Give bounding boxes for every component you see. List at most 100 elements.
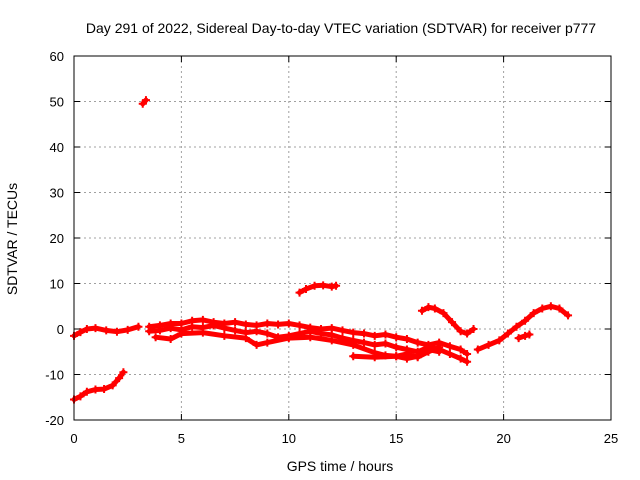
data-point — [469, 325, 478, 333]
data-point — [119, 368, 128, 377]
data-point — [463, 350, 472, 359]
data-point — [76, 328, 85, 337]
y-tick-label: 40 — [50, 140, 64, 155]
data-point — [332, 281, 341, 290]
data-point — [439, 309, 448, 318]
series-band-bottom — [349, 345, 444, 363]
y-tick-label: -20 — [45, 413, 64, 428]
x-tick-label: 15 — [389, 431, 403, 446]
data-point — [301, 284, 310, 293]
data-point — [445, 342, 454, 351]
data-point — [252, 327, 261, 336]
y-tick-label: -10 — [45, 368, 64, 383]
data-point — [381, 339, 390, 348]
y-tick-label: 60 — [50, 49, 64, 64]
data-point — [514, 334, 523, 343]
data-point — [538, 304, 547, 313]
data-point — [463, 329, 472, 338]
data-point — [424, 303, 433, 312]
data-point — [82, 325, 91, 333]
y-axis-label: SDTVAR / TECUs — [4, 183, 20, 295]
data-point — [317, 329, 326, 338]
data-point — [295, 321, 304, 330]
data-point — [209, 321, 218, 330]
data-point — [166, 335, 175, 344]
data-point — [402, 354, 411, 363]
series-late-rise — [473, 302, 573, 354]
x-tick-label: 10 — [282, 431, 296, 446]
chart-title: Day 291 of 2022, Sidereal Day-to-day VTE… — [86, 20, 596, 36]
data-point — [525, 330, 534, 339]
data-point — [463, 357, 472, 366]
data-point — [349, 352, 358, 361]
data-point — [284, 319, 293, 328]
data-point — [512, 322, 521, 331]
data-point — [306, 333, 315, 342]
data-point — [263, 338, 272, 347]
data-point — [445, 350, 454, 359]
data-point — [274, 320, 283, 329]
data-point — [370, 353, 379, 362]
data-point — [198, 315, 207, 324]
x-tick-label: 25 — [604, 431, 618, 446]
data-point — [456, 327, 465, 336]
data-point — [319, 281, 328, 290]
data-point — [76, 392, 85, 401]
series-outlier — [138, 96, 150, 108]
data-point — [241, 320, 250, 329]
data-point — [381, 330, 390, 339]
data-point — [241, 334, 250, 343]
data-point — [456, 354, 465, 363]
data-point — [529, 309, 538, 318]
data-point — [263, 329, 272, 338]
data-point — [338, 326, 347, 335]
data-point — [564, 311, 573, 320]
y-tick-label: 0 — [57, 322, 64, 337]
data-point — [521, 316, 530, 325]
data-point — [284, 334, 293, 343]
series-noon-bump — [295, 281, 341, 297]
data-points — [70, 96, 573, 404]
x-axis-label: GPS time / hours — [287, 458, 394, 474]
data-point — [349, 340, 358, 349]
y-tick-label: 10 — [50, 277, 64, 292]
data-point — [392, 333, 401, 342]
x-tick-label: 20 — [496, 431, 510, 446]
data-point — [413, 338, 422, 347]
data-point — [495, 336, 504, 345]
data-point — [134, 322, 143, 331]
data-point — [108, 381, 117, 390]
data-point — [115, 374, 124, 383]
axis-ticks: 0 5 10 15 20 25 -20 -10 0 10 20 30 40 50 60 — [45, 49, 618, 446]
y-tick-label: 50 — [50, 95, 64, 110]
data-point — [473, 345, 482, 354]
data-point — [503, 329, 512, 338]
data-point — [555, 304, 564, 313]
data-point — [102, 326, 111, 335]
data-point — [370, 340, 379, 349]
y-tick-label: 20 — [50, 231, 64, 246]
data-point — [151, 333, 160, 342]
data-point — [155, 326, 164, 335]
data-point — [402, 335, 411, 344]
data-point — [521, 331, 530, 340]
data-point — [448, 318, 457, 327]
data-point — [349, 328, 358, 337]
y-tick-label: 30 — [50, 186, 64, 201]
data-point — [435, 347, 444, 356]
grid-lines — [74, 56, 611, 420]
data-point — [370, 331, 379, 340]
data-point — [177, 329, 186, 338]
data-point — [123, 325, 132, 334]
data-point — [220, 324, 229, 333]
data-point — [327, 324, 336, 333]
data-point — [424, 345, 433, 354]
data-point — [392, 343, 401, 352]
x-tick-label: 0 — [70, 431, 77, 446]
data-point — [263, 319, 272, 328]
data-point — [546, 302, 555, 311]
data-point — [231, 326, 240, 335]
data-point — [430, 304, 439, 313]
data-point — [166, 324, 175, 333]
